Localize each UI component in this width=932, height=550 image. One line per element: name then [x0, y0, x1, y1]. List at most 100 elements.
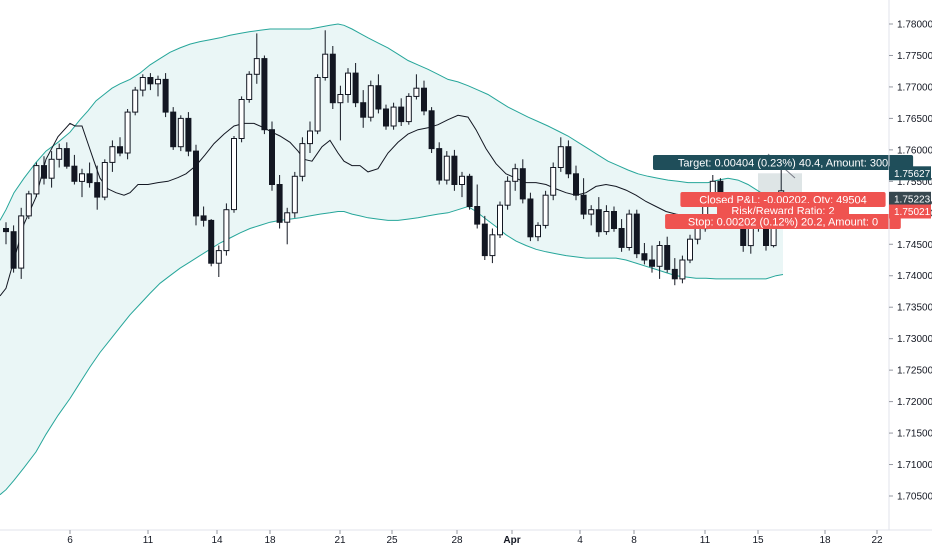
candle-body: [322, 53, 329, 78]
candle-body: [307, 130, 313, 145]
candle-body: [565, 146, 572, 175]
time-tick-label: 6: [67, 535, 73, 546]
candle: [375, 74, 382, 114]
candle-body: [474, 206, 481, 225]
bollinger-upper-line: [0, 23, 784, 221]
candle: [109, 140, 116, 172]
candle-body: [466, 175, 473, 208]
bollinger-band-fill: [0, 24, 783, 495]
candle: [512, 163, 519, 191]
candle: [649, 245, 655, 273]
candle-body: [603, 211, 610, 233]
time-tick-label: 14: [211, 535, 223, 546]
price-tag-label: 1.75627: [894, 169, 931, 180]
candle: [299, 137, 306, 182]
candle: [200, 206, 207, 227]
candle-body: [588, 209, 595, 215]
candle: [481, 215, 488, 260]
candle-body: [276, 184, 283, 223]
candle: [223, 203, 230, 256]
candle: [147, 73, 154, 91]
candle-body: [162, 78, 169, 113]
price-tick-label: 1.72000: [897, 397, 932, 408]
price-tick-label: 1.73000: [897, 334, 932, 345]
time-tick-label: 18: [819, 535, 831, 546]
candle: [565, 140, 572, 179]
candle-body: [360, 102, 367, 118]
candle: [352, 63, 359, 108]
price-tag[interactable]: 1.75223: [889, 191, 931, 206]
candle-body: [41, 165, 47, 179]
candle-body: [489, 234, 496, 257]
candle: [633, 209, 640, 259]
candle: [276, 175, 283, 229]
candle: [208, 219, 215, 267]
candle-body: [436, 148, 443, 181]
time-tick-label: 21: [334, 535, 346, 546]
price-tick-label: 1.71500: [897, 429, 932, 440]
candle-body: [459, 175, 465, 186]
candle-body: [185, 117, 192, 152]
price-tag-label: 1.75021: [894, 207, 931, 218]
candle-body: [3, 228, 9, 233]
candle: [626, 209, 633, 251]
candle: [474, 184, 481, 229]
candle-body: [25, 193, 32, 217]
candle-body: [63, 148, 70, 167]
candle-body: [337, 94, 344, 104]
candle-body: [428, 110, 435, 150]
candle-body: [101, 162, 108, 198]
candle: [3, 222, 9, 245]
time-tick-label: 15: [752, 535, 764, 546]
price-axis[interactable]: 1.78000 1.77500 1.77000 1.76500 1.76000 1.755…: [888, 0, 932, 530]
price-tick-label: 1.78000: [897, 20, 932, 31]
candle-body: [10, 231, 17, 269]
candle-body: [626, 213, 633, 249]
candle-body: [671, 268, 678, 280]
candle: [291, 171, 298, 218]
candle-body: [679, 259, 686, 280]
candle: [588, 205, 595, 226]
candle-body: [231, 138, 237, 211]
candle-body: [269, 129, 275, 185]
long-position-tool[interactable]: Target: 0.00404 (0.23%) 40.4, Amount: 30…: [653, 153, 914, 229]
candle-body: [155, 78, 161, 85]
candle: [71, 154, 78, 185]
candle-body: [763, 226, 769, 247]
candle-body: [139, 77, 146, 91]
candle-body: [580, 194, 587, 215]
candle: [421, 80, 427, 116]
candle: [284, 207, 291, 245]
candle: [162, 73, 169, 118]
candle-body: [48, 158, 55, 179]
candle-body: [33, 165, 40, 195]
candle-body: [132, 89, 139, 113]
price-tick-label: 1.77000: [897, 82, 932, 93]
candle-body: [443, 155, 450, 181]
candle-body: [656, 245, 663, 267]
price-tick-label: 1.70500: [897, 492, 932, 503]
price-tag[interactable]: 1.75021: [889, 204, 931, 219]
candle-body: [383, 108, 389, 127]
target-label[interactable]: Target: 0.00404 (0.23%) 40.4, Amount: 30…: [653, 155, 914, 170]
candle: [459, 171, 465, 198]
candle: [413, 74, 420, 100]
candle: [664, 236, 671, 273]
stop-label[interactable]: Stop: 0.00202 (0.12%) 20.2, Amount: 0: [665, 214, 901, 229]
candle: [101, 159, 108, 201]
time-tick-label: 28: [451, 535, 463, 546]
candle-body: [215, 250, 222, 264]
price-tag[interactable]: 1.75627: [889, 166, 931, 181]
candle-body: [238, 99, 245, 139]
time-tick-label: 22: [871, 535, 883, 546]
candle: [557, 137, 564, 172]
candle: [443, 151, 450, 185]
time-axis[interactable]: 6 11 14 18 21 25 28 Apr 4 8 11 15 18 22: [0, 529, 932, 546]
candle-body: [550, 167, 557, 196]
candle-body: [687, 238, 693, 261]
candle: [253, 33, 260, 84]
candle-body: [405, 95, 412, 123]
candle: [618, 219, 625, 252]
candle: [679, 255, 686, 284]
